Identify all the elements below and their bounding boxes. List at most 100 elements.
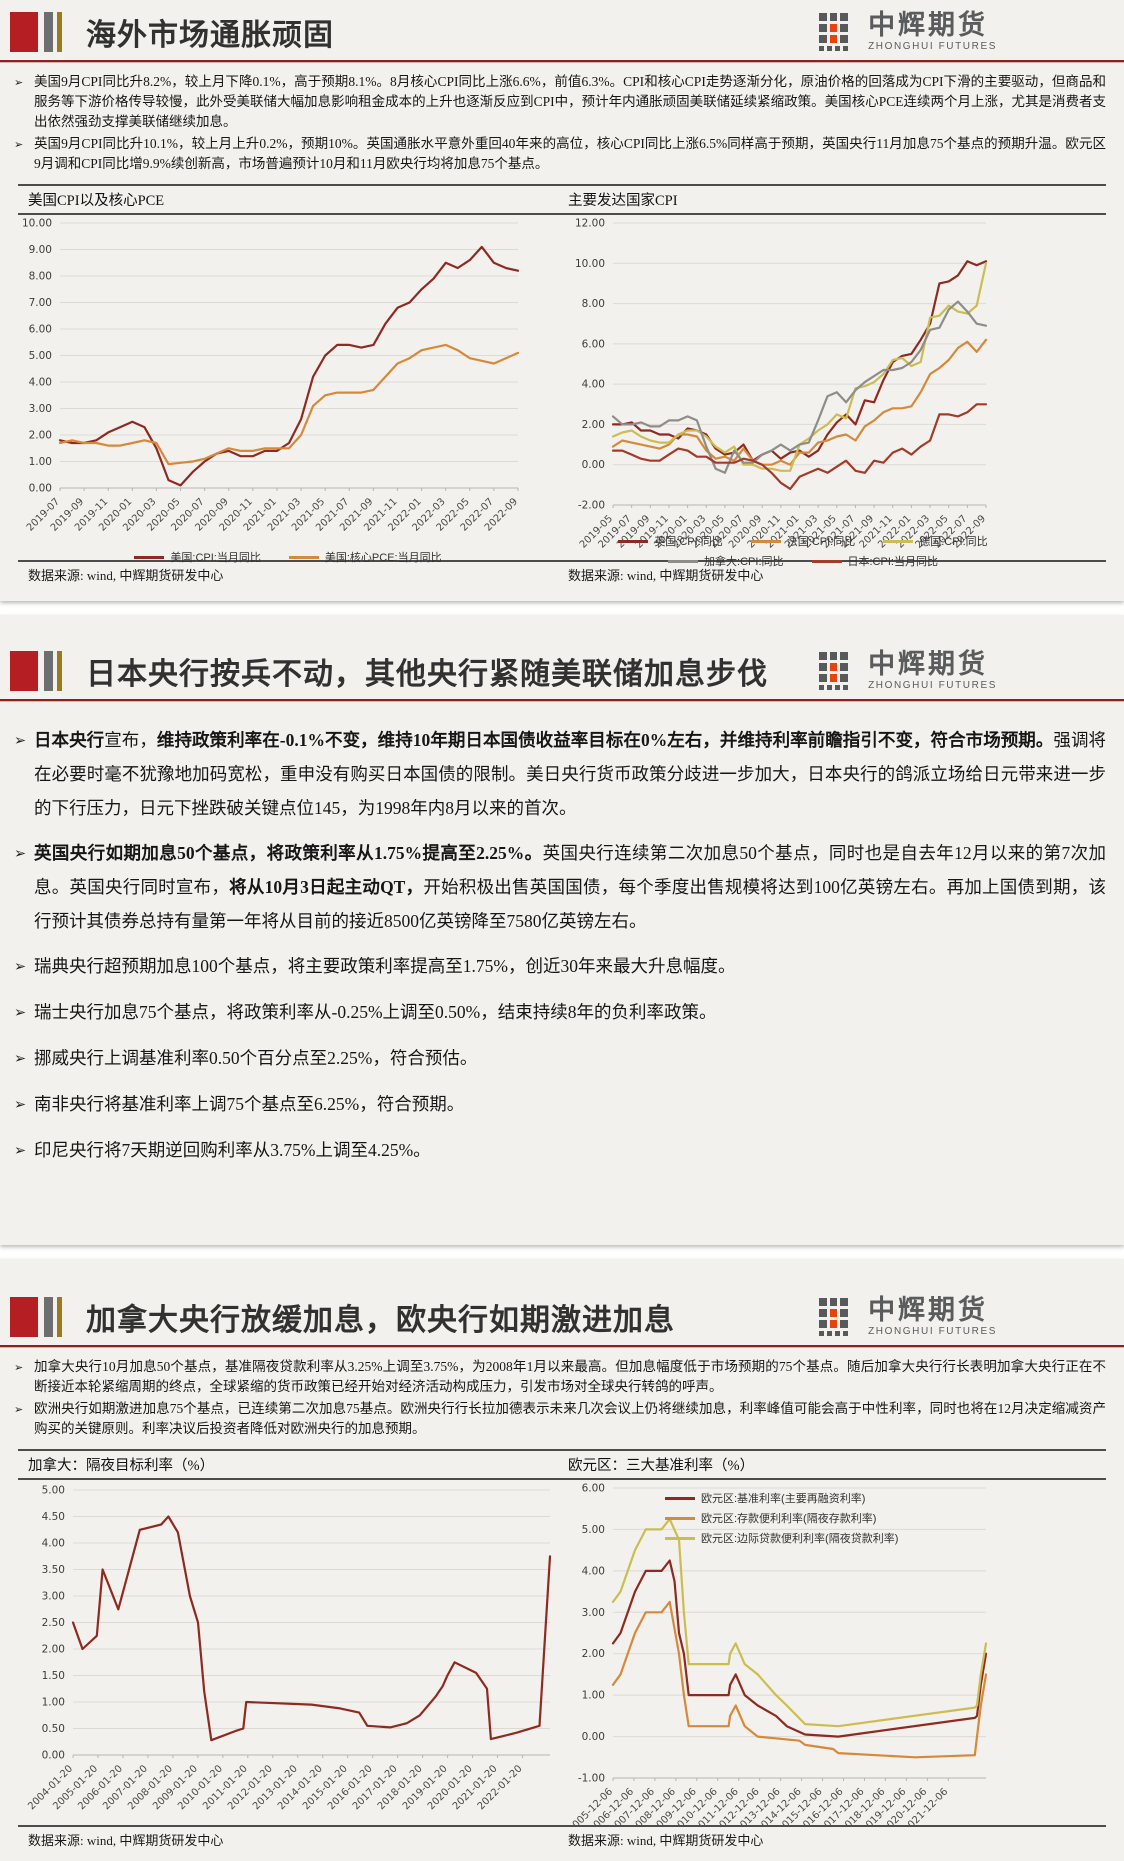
section-boc-ecb: 加拿大央行放缓加息，欧央行如期激进加息 中辉期货 ZHONGHUI FUTURE… <box>0 1259 1124 1861</box>
bullet-arrow-icon: ➢ <box>14 733 27 749</box>
legend-line-swatch <box>668 559 699 563</box>
legend-item: 日本:CPI:当月同比 <box>811 553 938 569</box>
chart-legend: 英国:CPI:同比 法国:CPI:同比 德国:CPI:同比 加拿大:CPI:同比 日本:… <box>593 533 1013 569</box>
legend-line-swatch <box>665 1496 695 1500</box>
gold-block-icon <box>57 1297 62 1337</box>
legend-line-swatch <box>665 1516 695 1520</box>
bullet-arrow-icon: ➢ <box>14 1143 27 1159</box>
bullet-item: ➢ 英国央行如期加息50个基点，将政策利率从1.75%提高至2.25%。英国央行连… <box>14 836 1106 938</box>
svg-text:5.00: 5.00 <box>582 1524 605 1536</box>
logo-cn-text: 中辉期货 <box>868 649 989 679</box>
chart-legend-row: 加拿大:CPI:同比 日本:CPI:当月同比 <box>593 553 1013 569</box>
bullet-text: 英国央行如期加息50个基点，将政策利率从1.75%提高至2.25%。英国央行连续… <box>34 843 1107 931</box>
legend-line-swatch <box>883 539 914 543</box>
logo-en-text: ZHONGHUI FUTURES <box>868 680 997 691</box>
svg-text:10.00: 10.00 <box>22 218 52 230</box>
zhonghui-logo: 中辉期货 ZHONGHUI FUTURES <box>817 11 997 53</box>
svg-text:3.00: 3.00 <box>582 1607 605 1619</box>
zhonghui-logo: 中辉期货 ZHONGHUI FUTURES <box>817 1296 997 1338</box>
svg-text:2.00: 2.00 <box>42 1644 65 1656</box>
legend-item: 美国:核心PCE:当月同比 <box>288 549 442 565</box>
legend-label: 美国:CPI:当月同比 <box>170 552 261 564</box>
legend-item: 欧元区:基准利率(主要再融资利率) <box>665 1490 865 1506</box>
svg-text:10.00: 10.00 <box>575 258 605 270</box>
header-accent-blocks-icon <box>10 651 62 691</box>
legend-label: 欧元区:基准利率(主要再融资利率) <box>701 1493 866 1505</box>
bullet-item: ➢ 美国9月CPI同比升8.2%，较上月下降0.1%，高于预期8.1%。8月核心C… <box>14 72 1106 132</box>
legend-item: 美国:CPI:当月同比 <box>134 549 261 565</box>
legend-line-swatch <box>288 555 319 559</box>
line-chart-developed-cpi: 12.0010.008.006.004.002.000.00-2.002019-… <box>575 218 988 551</box>
chart-legend-row: 欧元区:基准利率(主要再融资利率) <box>665 1490 898 1506</box>
gray-block-icon <box>44 651 53 691</box>
chart-titles-row: 美国CPI以及核心PCE 主要发达国家CPI <box>18 186 1106 213</box>
legend-line-swatch <box>618 539 649 543</box>
legend-item: 德国:CPI:同比 <box>883 533 988 549</box>
charts-row: 10.00 9.00 8.00 7.00 6.00 5.00 4.00 3.00 2.00 1.0… <box>18 215 1124 569</box>
logo-cn-text: 中辉期货 <box>868 1295 989 1325</box>
chart-panel-us-cpi-pce: 10.00 9.00 8.00 7.00 6.00 5.00 4.00 3.00 2.00 1.0… <box>18 215 553 565</box>
section-overseas-inflation: 海外市场通胀顽固 中辉期货 ZHONGHUI FUTURES ➢ 美国9月CPI同… <box>0 0 1124 601</box>
red-block-icon <box>10 1297 38 1337</box>
svg-text:0.00: 0.00 <box>582 459 605 471</box>
svg-text:4.00: 4.00 <box>582 379 605 391</box>
bullet-item: ➢ 英国9月CPI同比升10.1%，较上月上升0.2%，预期10%。英国通胀水平意… <box>14 134 1106 174</box>
chart-legend: 欧元区:基准利率(主要再融资利率) 欧元区:存款便利利率(隔夜存款利率) 欧元区:边… <box>665 1490 898 1546</box>
svg-text:2.50: 2.50 <box>42 1617 65 1629</box>
bullet-list: ➢ 美国9月CPI同比升8.2%，较上月下降0.1%，高于预期8.1%。8月核心C… <box>0 62 1124 184</box>
chart-panel-canada-rate: 5.00 4.50 4.00 3.50 3.00 2.50 2.00 1.50 1.00 0.50… <box>18 1480 553 1825</box>
chart-title-ecb-rates: 欧元区：三大基准利率（%） <box>568 1458 755 1474</box>
data-source-note: 数据来源: wind, 中辉期货研发中心 <box>28 1833 224 1848</box>
section-title: 海外市场通胀顽固 <box>86 19 334 52</box>
header-underline <box>0 699 1124 701</box>
legend-label: 加拿大:CPI:同比 <box>704 556 784 568</box>
header-underline <box>0 1345 1124 1347</box>
svg-text:3.50: 3.50 <box>42 1564 65 1576</box>
bullet-arrow-icon: ➢ <box>14 959 27 975</box>
gold-block-icon <box>57 12 62 52</box>
svg-text:8.00: 8.00 <box>582 298 605 310</box>
bullet-item: ➢ 瑞士央行加息75个基点，将政策利率从-0.25%上调至0.50%，结束持续8年… <box>14 995 1106 1030</box>
bullet-arrow-icon: ➢ <box>14 1404 24 1416</box>
svg-text:1.00: 1.00 <box>582 1690 605 1702</box>
section-title: 日本央行按兵不动，其他央行紧随美联储加息步伐 <box>86 658 768 691</box>
legend-line-swatch <box>134 555 165 559</box>
gray-block-icon <box>44 1297 53 1337</box>
svg-text:2.00: 2.00 <box>582 419 605 431</box>
chart-panel-developed-cpi: 12.00 10.00 8.00 6.00 4.00 2.00 0.00 -2.00 2019-… <box>553 215 1124 569</box>
divider <box>18 1449 1106 1451</box>
bullet-text: 瑞典央行超预期加息100个基点，将主要政策利率提高至1.75%，创近30年来最大… <box>34 956 736 976</box>
bullet-text: 印尼央行将7天期逆回购利率从3.75%上调至4.25%。 <box>34 1140 431 1160</box>
zhonghui-logo: 中辉期货 ZHONGHUI FUTURES <box>817 650 997 692</box>
gray-block-icon <box>44 12 53 52</box>
svg-text:0.00: 0.00 <box>42 1750 65 1762</box>
bullet-item: ➢ 欧洲央行如期激进加息75个基点，已连续第二次加息75基点。欧洲央行行长拉加德表… <box>14 1399 1106 1439</box>
divider <box>18 184 1106 186</box>
legend-line-swatch <box>811 559 842 563</box>
header-underline <box>0 60 1124 62</box>
bullet-item: ➢ 挪威央行上调基准利率0.50个百分点至2.25%，符合预估。 <box>14 1041 1106 1076</box>
section-header: 日本央行按兵不动，其他央行紧随美联储加息步伐 中辉期货 ZHONGHUI FUT… <box>0 615 1124 693</box>
legend-label: 欧元区:存款便利利率(隔夜存款利率) <box>701 1513 877 1525</box>
section-header: 加拿大央行放缓加息，欧央行如期激进加息 中辉期货 ZHONGHUI FUTURE… <box>0 1259 1124 1339</box>
svg-text:2022-01-20: 2022-01-20 <box>476 1763 525 1812</box>
bullet-item: ➢ 瑞典央行超预期加息100个基点，将主要政策利率提高至1.75%，创近30年来最… <box>14 949 1106 984</box>
divider <box>18 560 1106 562</box>
section-title: 加拿大央行放缓加息，欧央行如期激进加息 <box>86 1304 675 1337</box>
svg-text:2.00: 2.00 <box>582 1648 605 1660</box>
svg-text:1.00: 1.00 <box>29 456 52 468</box>
legend-item: 英国:CPI:同比 <box>618 533 723 549</box>
chart-legend-row: 欧元区:存款便利利率(隔夜存款利率) <box>665 1510 898 1526</box>
bullet-arrow-icon: ➢ <box>14 1005 27 1021</box>
legend-label: 英国:CPI:同比 <box>654 536 723 548</box>
svg-text:6.00: 6.00 <box>29 324 52 336</box>
bullet-text: 瑞士央行加息75个基点，将政策利率从-0.25%上调至0.50%，结束持续8年的… <box>34 1002 717 1022</box>
red-block-icon <box>10 651 38 691</box>
sources-row: 数据来源: wind, 中辉期货研发中心 数据来源: wind, 中辉期货研发中… <box>18 565 1106 584</box>
legend-item: 加拿大:CPI:同比 <box>668 553 784 569</box>
bullet-list: ➢ 加拿大央行10月加息50个基点，基准隔夜贷款利率从3.25%上调至3.75%，… <box>0 1347 1124 1449</box>
section-header: 海外市场通胀顽固 中辉期货 ZHONGHUI FUTURES <box>0 0 1124 54</box>
bullet-text: 英国9月CPI同比升10.1%，较上月上升0.2%，预期10%。英国通胀水平意外… <box>34 136 1106 171</box>
line-chart-ecb-rates: 6.005.004.003.002.001.000.00-1.002005-12… <box>566 1483 988 1825</box>
legend-label: 美国:核心PCE:当月同比 <box>324 552 442 564</box>
